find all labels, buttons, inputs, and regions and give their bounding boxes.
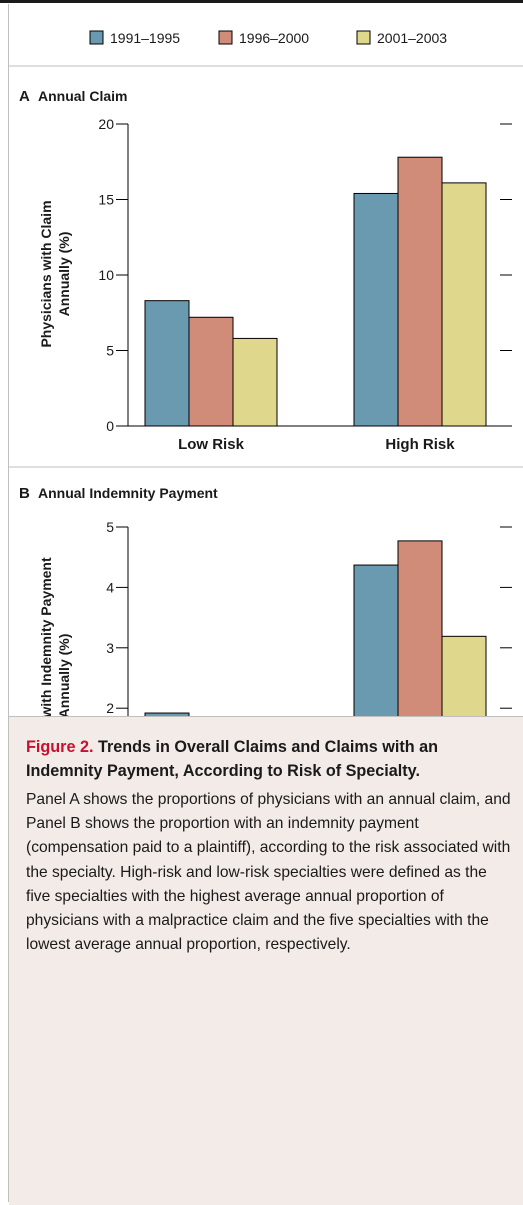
bar-high-risk-series-2 bbox=[397, 540, 443, 716]
y-tick-label: 3 bbox=[106, 640, 114, 656]
legend-label-2: 1996–2000 bbox=[239, 30, 309, 46]
bar-high-risk-series-2 bbox=[397, 156, 443, 427]
category-label: High Risk bbox=[385, 436, 455, 453]
bar-high-risk-series-1 bbox=[353, 192, 399, 427]
y-tick-label: 20 bbox=[98, 116, 114, 132]
legend-label-1: 1991–1995 bbox=[110, 30, 180, 46]
legend-swatch-3 bbox=[356, 30, 371, 45]
bar-low-risk-series-1 bbox=[144, 712, 190, 716]
bar-high-risk-series-3 bbox=[441, 182, 487, 427]
y-tick-label: 15 bbox=[98, 192, 114, 208]
legend: 1991–1995 1996–2000 2001–2003 bbox=[89, 30, 447, 46]
caption-figure-label: Figure 2. bbox=[26, 738, 94, 756]
legend-label-3: 2001–2003 bbox=[377, 30, 447, 46]
bar-low-risk-series-3 bbox=[232, 337, 278, 427]
bar-low-risk-series-1 bbox=[144, 300, 190, 427]
panel-b-ylabel-line2: Annually (%) bbox=[56, 634, 72, 716]
legend-swatch-2 bbox=[218, 30, 233, 45]
caption-title: Figure 2. Trends in Overall Claims and C… bbox=[26, 735, 515, 783]
y-tick-label: 10 bbox=[98, 267, 114, 283]
panel-b: B Annual Indemnity Payment Physicians wi… bbox=[19, 485, 512, 716]
y-tick-label: 5 bbox=[106, 343, 114, 359]
figure-caption: Figure 2. Trends in Overall Claims and C… bbox=[9, 716, 523, 1205]
panel-b-letter: B bbox=[19, 485, 30, 502]
category-label: Low Risk bbox=[178, 436, 245, 453]
y-tick-label: 5 bbox=[106, 519, 114, 535]
bar-high-risk-series-3 bbox=[441, 635, 487, 716]
legend-swatch-1 bbox=[89, 30, 104, 45]
y-tick-label: 0 bbox=[106, 418, 114, 434]
panel-a-ylabel-line1: Physicians with Claim bbox=[38, 200, 54, 347]
bar-high-risk-series-1 bbox=[353, 564, 399, 716]
bar-low-risk-series-2 bbox=[188, 316, 234, 427]
y-tick-label: 4 bbox=[106, 579, 114, 595]
panel-a-ylabel-line2: Annually (%) bbox=[56, 232, 72, 317]
caption-title-text: Trends in Overall Claims and Claims with… bbox=[26, 738, 439, 780]
panel-a-title: Annual Claim bbox=[38, 88, 127, 104]
panel-a: A Annual Claim Physicians with Claim Ann… bbox=[19, 88, 512, 453]
panel-b-ylabel-line1: Physicians with Indemnity Payment bbox=[38, 557, 54, 716]
caption-body: Panel A shows the proportions of physici… bbox=[26, 791, 511, 954]
top-rule bbox=[0, 0, 523, 3]
y-tick-label: 2 bbox=[106, 700, 114, 716]
chart-area: 1991–1995 1996–2000 2001–2003 A Annual C… bbox=[9, 30, 523, 716]
panel-a-letter: A bbox=[19, 88, 30, 105]
figure-frame bbox=[8, 4, 523, 1202]
panel-b-title: Annual Indemnity Payment bbox=[38, 485, 218, 501]
